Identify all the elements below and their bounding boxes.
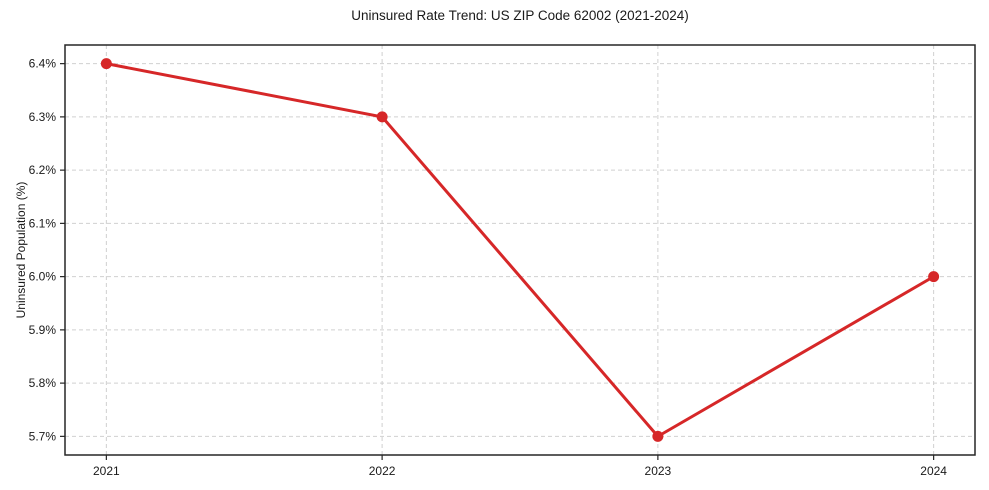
x-tick-label: 2023	[645, 464, 672, 478]
y-tick-label: 6.0%	[29, 270, 57, 284]
x-tick-label: 2024	[920, 464, 947, 478]
chart-title: Uninsured Rate Trend: US ZIP Code 62002 …	[351, 8, 689, 23]
y-tick-label: 6.3%	[29, 110, 57, 124]
y-tick-label: 5.9%	[29, 323, 57, 337]
y-tick-label: 6.2%	[29, 163, 57, 177]
data-point-marker	[376, 111, 388, 123]
x-tick-label: 2022	[369, 464, 396, 478]
data-point-marker	[928, 271, 940, 283]
trend-line	[104, 62, 936, 438]
x-tick-label: 2021	[93, 464, 120, 478]
data-point-marker	[100, 58, 112, 70]
data-point-marker	[652, 430, 664, 442]
y-tick-label: 6.4%	[29, 57, 57, 71]
plot-frame	[64, 44, 976, 456]
y-tick-label: 6.1%	[29, 216, 57, 230]
y-tick-label: 5.8%	[29, 376, 57, 390]
y-tick-label: 5.7%	[29, 429, 57, 443]
